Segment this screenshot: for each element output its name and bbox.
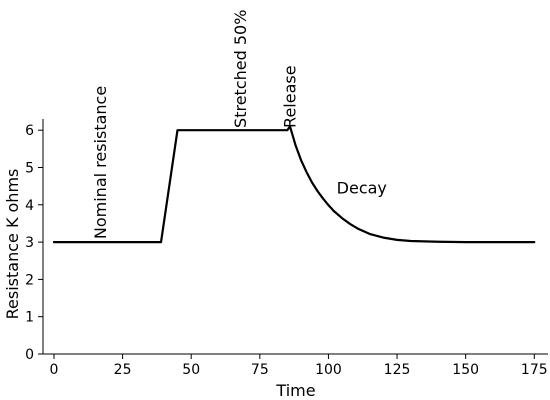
x-tick-label: 100 [315, 362, 342, 378]
x-tick-label: 75 [251, 362, 269, 378]
y-tick-label: 6 [25, 123, 34, 139]
plot-frame [42, 119, 548, 355]
annotation-label: Release [281, 65, 300, 128]
y-tick-label: 3 [25, 235, 34, 251]
y-tick-label: 0 [25, 347, 34, 363]
series-layer [52, 125, 536, 244]
annotation-layer: Nominal resistance Stretched 50% Release De… [91, 10, 387, 240]
y-axis: 0 1 2 3 4 5 6 [25, 123, 43, 363]
x-tick-label: 25 [114, 362, 132, 378]
x-tick-label: 175 [521, 362, 548, 378]
series-line [52, 125, 536, 244]
x-axis-label: Time [275, 381, 315, 400]
x-tick-label: 50 [182, 362, 200, 378]
annotation-label: Stretched 50% [231, 10, 250, 128]
x-tick-label: 150 [452, 362, 479, 378]
y-tick-label: 4 [25, 198, 34, 214]
annotation-label: Decay [337, 179, 387, 198]
y-tick-label: 2 [25, 272, 34, 288]
y-axis-label: Resistance K ohms [3, 169, 22, 320]
y-tick-label: 1 [25, 310, 34, 326]
x-tick-label: 125 [384, 362, 411, 378]
y-tick-label: 5 [25, 160, 34, 176]
x-axis: 0 25 50 75 100 125 150 175 [50, 354, 548, 378]
x-tick-label: 0 [50, 362, 59, 378]
annotation-label: Nominal resistance [91, 86, 110, 239]
